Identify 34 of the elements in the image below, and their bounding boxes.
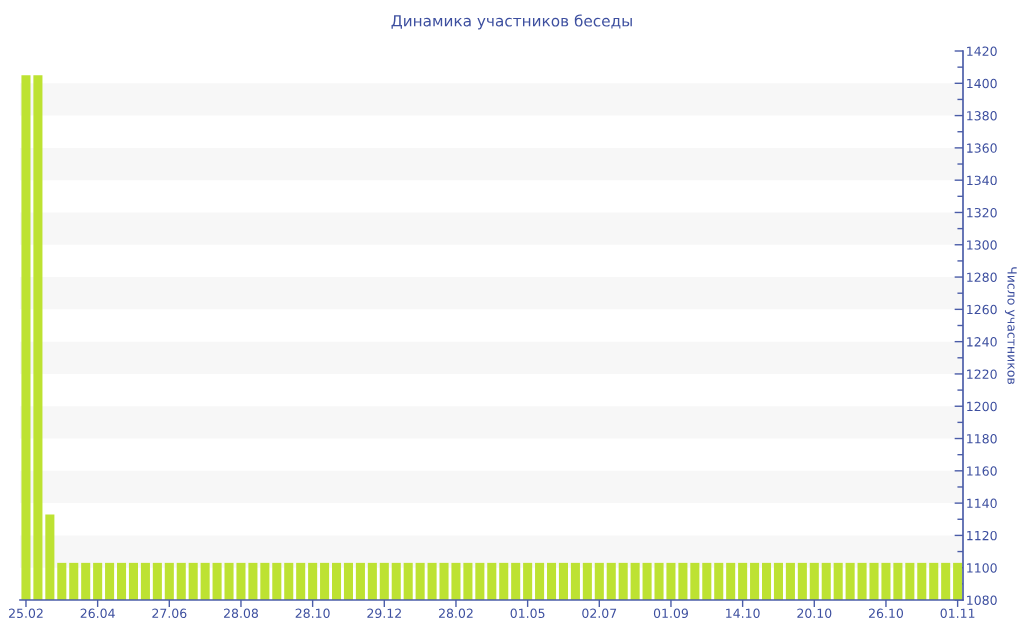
x-tick-label: 28.10 (295, 608, 330, 619)
y-tick-label: 1400 (967, 78, 997, 89)
x-tick-label: 01.11 (940, 608, 975, 619)
y-tick-label: 1300 (967, 240, 997, 250)
y-tick-label: 1180 (967, 434, 997, 444)
x-tick-label: 28.02 (438, 608, 473, 619)
y-tick-label: 1340 (967, 175, 997, 186)
y-tick-label: 1080 (967, 595, 997, 605)
y-tick-label: 1200 (967, 401, 997, 412)
x-tick-label: 25.02 (9, 608, 43, 619)
y-tick-label: 1240 (967, 337, 997, 347)
x-tick-label: 01.05 (510, 608, 545, 619)
y-tick-label: 1280 (967, 272, 997, 282)
y-tick-label: 1260 (967, 304, 997, 315)
y-tick-label: 1380 (967, 111, 997, 121)
x-tick-label: 14.10 (726, 608, 760, 619)
y-tick-label: 1160 (967, 466, 997, 476)
x-tick-label: 29.12 (367, 608, 401, 619)
y-tick-label: 1320 (967, 207, 997, 218)
y-tick-label: 1360 (967, 143, 997, 153)
chart-title: Динамика участников беседы (391, 14, 632, 30)
x-tick-label: 27.06 (152, 608, 187, 619)
x-tick-label: 02.07 (582, 608, 617, 619)
x-tick-label: 28.08 (223, 608, 259, 619)
x-tick-label: 20.10 (797, 608, 832, 619)
x-tick-label: 26.10 (868, 608, 904, 619)
y-tick-label: 1420 (967, 46, 997, 56)
x-tick-label: 01.09 (653, 608, 688, 619)
y-tick-label: 1120 (967, 530, 997, 541)
y-axis-title: Число участников (1004, 267, 1017, 385)
x-tick-label: 26.04 (80, 608, 115, 619)
y-tick-label: 1100 (967, 563, 997, 573)
y-tick-label: 1220 (967, 369, 997, 379)
y-tick-label: 1140 (967, 498, 997, 509)
